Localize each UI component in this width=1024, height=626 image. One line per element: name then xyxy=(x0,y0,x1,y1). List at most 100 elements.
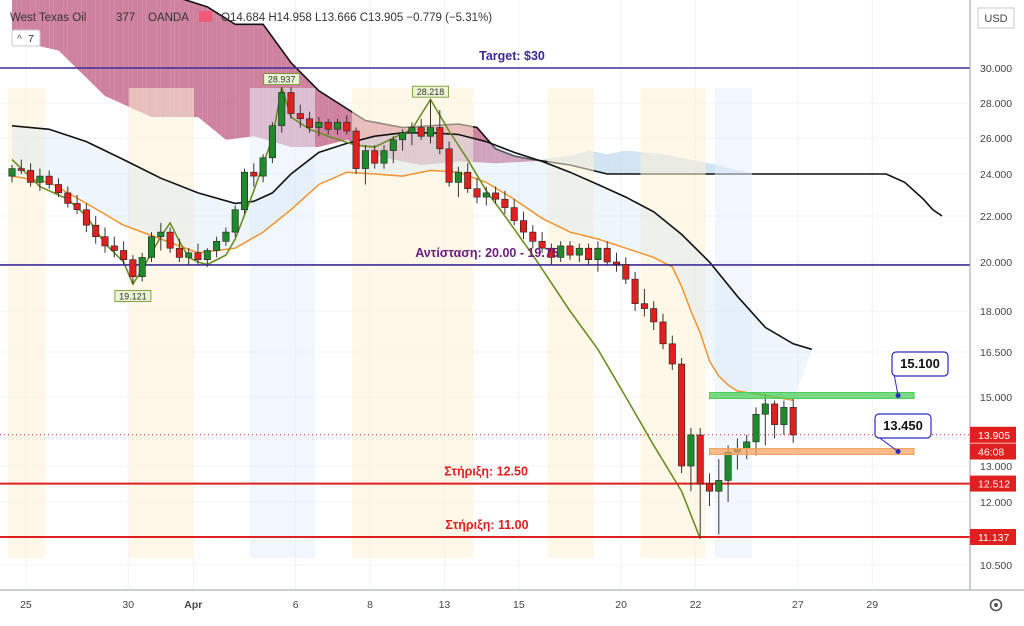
candle-body[interactable] xyxy=(547,247,555,258)
candle-body[interactable] xyxy=(157,231,165,238)
candle-body[interactable] xyxy=(389,139,397,151)
candle-body[interactable] xyxy=(631,278,639,304)
bookmark-flag-icon[interactable] xyxy=(199,11,212,22)
zone-callout-box[interactable] xyxy=(874,413,932,439)
candle-body[interactable] xyxy=(678,363,686,467)
level-label[interactable]: Αντίσταση: 20.00 - 19.75 xyxy=(415,246,559,260)
candle-body[interactable] xyxy=(529,231,537,242)
candle-body[interactable] xyxy=(185,252,193,258)
candle-body[interactable] xyxy=(287,92,295,114)
candle-body[interactable] xyxy=(659,321,667,345)
candle-body[interactable] xyxy=(36,175,44,183)
candle-body[interactable] xyxy=(585,247,593,260)
candle-body[interactable] xyxy=(324,121,332,130)
zone-callout-label[interactable]: 13.450 xyxy=(883,418,923,433)
candle-body[interactable] xyxy=(566,245,574,256)
candle-body[interactable] xyxy=(696,434,704,485)
candle-body[interactable] xyxy=(557,245,565,258)
candle-body[interactable] xyxy=(306,118,314,128)
candle-body[interactable] xyxy=(705,483,713,492)
indicator-toggle[interactable] xyxy=(11,29,41,47)
candle-body[interactable] xyxy=(371,150,379,164)
time-axis-panel[interactable] xyxy=(0,590,1024,621)
candle-body[interactable] xyxy=(454,171,462,183)
candle-body[interactable] xyxy=(668,343,676,365)
level-label[interactable]: Target: $30 xyxy=(479,49,545,63)
candle-body[interactable] xyxy=(361,150,369,169)
candle-body[interactable] xyxy=(203,250,211,260)
candle-body[interactable] xyxy=(417,127,425,137)
candle-body[interactable] xyxy=(380,150,388,164)
candle-body[interactable] xyxy=(268,125,276,159)
candle-body[interactable] xyxy=(603,247,611,263)
candle-body[interactable] xyxy=(222,231,230,242)
candle-body[interactable] xyxy=(575,247,583,256)
currency-button[interactable] xyxy=(977,7,1015,29)
candle-body[interactable] xyxy=(241,171,249,210)
candle-body[interactable] xyxy=(101,236,109,247)
candle-body[interactable] xyxy=(73,203,81,210)
candle-body[interactable] xyxy=(138,257,146,277)
candle-body[interactable] xyxy=(92,224,100,237)
candle-body[interactable] xyxy=(296,113,304,120)
zone-rect[interactable] xyxy=(709,392,915,399)
candle-body[interactable] xyxy=(622,264,630,280)
candle-body[interactable] xyxy=(250,171,258,177)
candle-body[interactable] xyxy=(64,192,72,204)
zone-callout-box[interactable] xyxy=(891,351,949,377)
candle-body[interactable] xyxy=(482,192,490,198)
symbol-name[interactable]: West Texas Oil xyxy=(10,12,86,24)
candle-body[interactable] xyxy=(45,175,53,185)
timeframe[interactable]: 377 xyxy=(116,12,135,24)
candle-body[interactable] xyxy=(761,403,769,415)
candle-body[interactable] xyxy=(464,171,472,189)
candle-body[interactable] xyxy=(445,148,453,183)
candle-body[interactable] xyxy=(408,127,416,134)
candle-body[interactable] xyxy=(166,231,174,249)
candle-body[interactable] xyxy=(315,121,323,128)
price-axis-panel[interactable] xyxy=(970,0,1024,621)
candle-body[interactable] xyxy=(687,434,695,467)
candle-body[interactable] xyxy=(343,121,351,132)
candle-body[interactable] xyxy=(650,308,658,323)
settings-button[interactable] xyxy=(989,598,1003,612)
candle-body[interactable] xyxy=(8,168,16,177)
candle-body[interactable] xyxy=(129,259,137,278)
candle-body[interactable] xyxy=(333,121,341,130)
candlesticks[interactable] xyxy=(8,87,797,539)
candle-body[interactable] xyxy=(594,247,602,260)
candle-body[interactable] xyxy=(231,209,239,233)
candle-body[interactable] xyxy=(519,220,527,233)
candle-body[interactable] xyxy=(538,241,546,249)
candle-body[interactable] xyxy=(752,413,760,443)
candle-body[interactable] xyxy=(213,241,221,251)
candle-body[interactable] xyxy=(724,451,732,481)
candle-body[interactable] xyxy=(259,157,267,177)
zone-callout-label[interactable]: 15.100 xyxy=(900,356,940,371)
candle-body[interactable] xyxy=(27,170,35,183)
candle-body[interactable] xyxy=(148,236,156,258)
candle-body[interactable] xyxy=(17,168,25,171)
candle-body[interactable] xyxy=(789,407,797,436)
candle-body[interactable] xyxy=(612,261,620,265)
candle-body[interactable] xyxy=(54,184,62,194)
candle-body[interactable] xyxy=(436,127,444,150)
candle-body[interactable] xyxy=(194,252,202,261)
horizontal-levels[interactable] xyxy=(0,67,970,538)
candle-body[interactable] xyxy=(715,480,723,492)
candle-body[interactable] xyxy=(771,403,779,425)
candle-body[interactable] xyxy=(278,92,286,127)
candle-body[interactable] xyxy=(175,247,183,258)
level-label[interactable]: Στήριξη: 12.50 xyxy=(444,465,528,479)
candle-body[interactable] xyxy=(640,303,648,309)
candle-body[interactable] xyxy=(473,188,481,198)
candle-body[interactable] xyxy=(352,130,360,169)
candle-body[interactable] xyxy=(399,132,407,141)
candle-body[interactable] xyxy=(780,407,788,425)
candle-body[interactable] xyxy=(120,250,128,260)
candle-body[interactable] xyxy=(743,441,751,450)
candle-body[interactable] xyxy=(426,127,434,137)
candle-body[interactable] xyxy=(82,209,90,226)
